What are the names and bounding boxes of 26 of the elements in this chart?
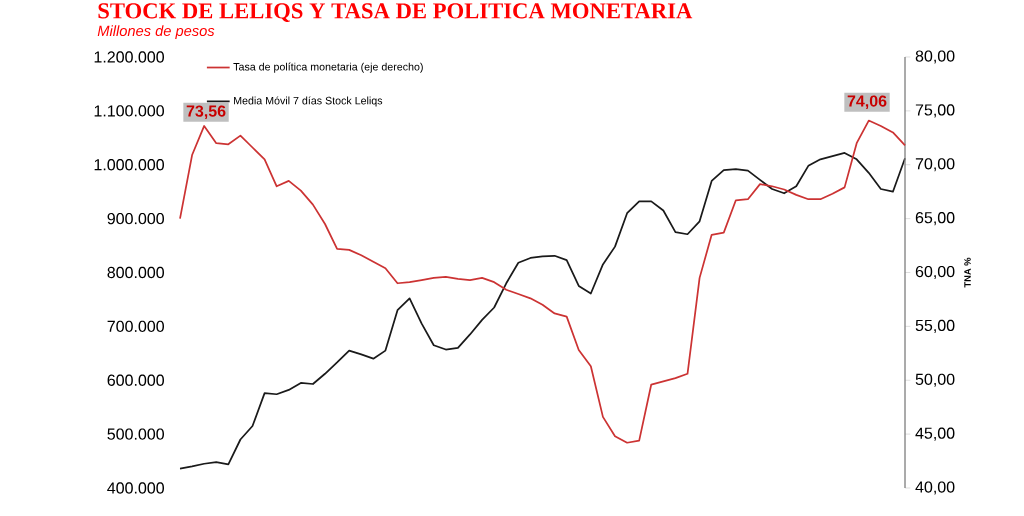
chart-subtitle: Millones de pesos [97,25,215,39]
legend-label: Media Móvil 7 días Stock Leliqs [234,96,383,107]
y2-tick-label: 60,00 [915,265,955,280]
y-tick-label: 1.000.000 [94,159,164,171]
y2-tick-label: 75,00 [915,104,955,118]
y2-tick-label: 55,00 [915,319,955,333]
y-tick-label: 600.000 [107,374,164,386]
y2-tick-label: 80,00 [915,50,955,64]
y2-tick-label: 40,00 [915,481,955,495]
y-tick-label: 500.000 [107,428,164,440]
y-tick-label: 400.000 [107,482,164,494]
y2-tick-label: 45,00 [915,427,955,441]
y2-axis-title: TNA % [964,257,971,288]
y2-tick-label: 70,00 [915,158,955,172]
y2-tick-label: 65,00 [915,212,955,226]
y-tick-label: 800.000 [107,266,164,279]
y-tick-label: 900.000 [107,212,164,225]
annotation: 74,06 [847,95,887,110]
y2-tick-label: 50,00 [915,373,955,387]
line-series [179,152,906,470]
chart-title: STOCK DE LELIQS Y TASA DE POLITICA MONETARIA [98,3,693,22]
annotation: 73,56 [186,105,226,120]
legend-label: Tasa de política monetaria (eje derecho) [233,62,423,73]
y-tick-label: 1.200.000 [94,51,164,63]
y-tick-label: 700.000 [107,320,164,333]
y-tick-label: 1.100.000 [94,105,164,117]
